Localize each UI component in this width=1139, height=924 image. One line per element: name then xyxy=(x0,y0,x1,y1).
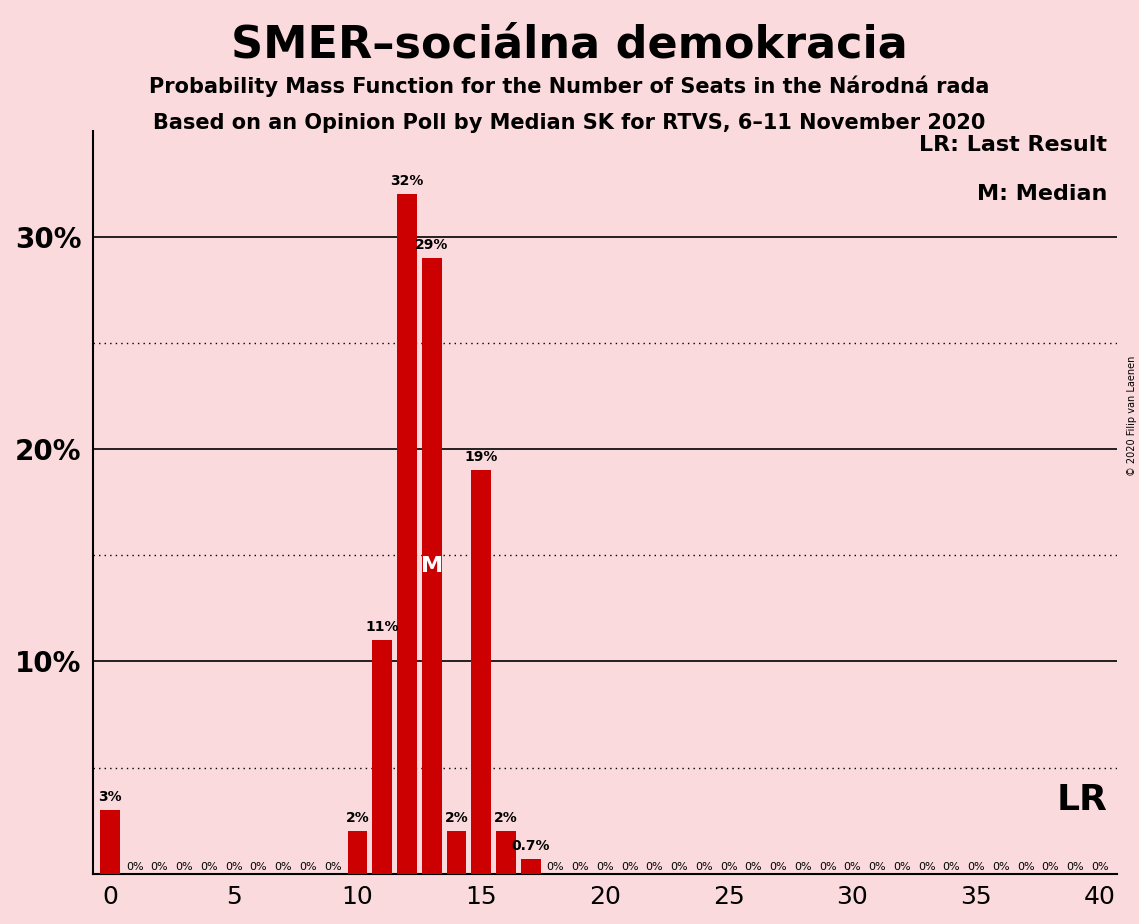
Bar xyxy=(521,859,541,874)
Bar xyxy=(347,832,368,874)
Text: 0%: 0% xyxy=(300,862,317,871)
Text: 0%: 0% xyxy=(621,862,639,871)
Text: 0%: 0% xyxy=(745,862,762,871)
Text: 0%: 0% xyxy=(646,862,663,871)
Bar xyxy=(497,832,516,874)
Text: 0%: 0% xyxy=(572,862,589,871)
Text: 0%: 0% xyxy=(596,862,614,871)
Text: 0%: 0% xyxy=(844,862,861,871)
Text: 0%: 0% xyxy=(671,862,688,871)
Text: 0%: 0% xyxy=(868,862,886,871)
Text: 2%: 2% xyxy=(444,811,468,825)
Text: 3%: 3% xyxy=(98,790,122,804)
Text: 32%: 32% xyxy=(391,174,424,188)
Text: 0%: 0% xyxy=(274,862,292,871)
Text: 29%: 29% xyxy=(415,237,449,251)
Text: 2%: 2% xyxy=(494,811,518,825)
Text: 0%: 0% xyxy=(967,862,985,871)
Text: 19%: 19% xyxy=(465,450,498,464)
Bar xyxy=(398,194,417,874)
Text: 0%: 0% xyxy=(126,862,144,871)
Text: Probability Mass Function for the Number of Seats in the Národná rada: Probability Mass Function for the Number… xyxy=(149,76,990,97)
Bar xyxy=(372,640,392,874)
Text: 0%: 0% xyxy=(1091,862,1108,871)
Text: 0%: 0% xyxy=(720,862,738,871)
Text: 0%: 0% xyxy=(224,862,243,871)
Text: 0%: 0% xyxy=(819,862,836,871)
Bar xyxy=(446,832,466,874)
Text: 0%: 0% xyxy=(547,862,564,871)
Text: 0%: 0% xyxy=(695,862,713,871)
Bar xyxy=(472,470,491,874)
Text: 11%: 11% xyxy=(366,620,399,634)
Text: 0%: 0% xyxy=(200,862,218,871)
Bar xyxy=(421,258,442,874)
Text: Based on an Opinion Poll by Median SK for RTVS, 6–11 November 2020: Based on an Opinion Poll by Median SK fo… xyxy=(154,113,985,133)
Text: 0%: 0% xyxy=(1017,862,1034,871)
Text: 0%: 0% xyxy=(175,862,192,871)
Text: 0%: 0% xyxy=(1042,862,1059,871)
Text: 0.7%: 0.7% xyxy=(511,839,550,853)
Text: 0%: 0% xyxy=(150,862,169,871)
Text: M: M xyxy=(420,556,443,576)
Text: M: Median: M: Median xyxy=(977,184,1107,203)
Text: LR: Last Result: LR: Last Result xyxy=(919,135,1107,154)
Text: 0%: 0% xyxy=(992,862,1010,871)
Text: 0%: 0% xyxy=(943,862,960,871)
Text: LR: LR xyxy=(1057,783,1107,817)
Text: 0%: 0% xyxy=(893,862,911,871)
Text: 0%: 0% xyxy=(770,862,787,871)
Bar xyxy=(100,810,120,874)
Text: 0%: 0% xyxy=(249,862,268,871)
Text: SMER–sociálna demokracia: SMER–sociálna demokracia xyxy=(231,23,908,67)
Text: 0%: 0% xyxy=(918,862,935,871)
Text: © 2020 Filip van Laenen: © 2020 Filip van Laenen xyxy=(1126,356,1137,476)
Text: 0%: 0% xyxy=(323,862,342,871)
Text: 0%: 0% xyxy=(1066,862,1084,871)
Text: 2%: 2% xyxy=(345,811,369,825)
Text: 0%: 0% xyxy=(794,862,812,871)
